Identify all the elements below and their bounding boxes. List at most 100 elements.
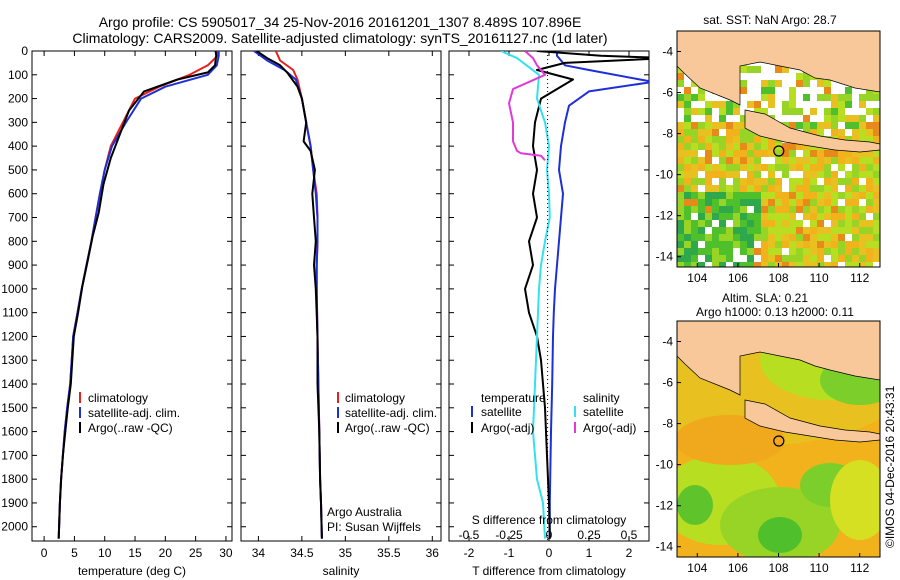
sst-cell [740, 150, 747, 157]
sst-cell [726, 241, 733, 248]
sst-cell [719, 206, 726, 213]
sst-cell [754, 164, 761, 171]
map-y-tick-label: -4 [662, 45, 673, 59]
sst-cell [740, 66, 747, 73]
sst-cell [747, 178, 754, 185]
y-tick-label: 1400 [1, 377, 28, 391]
sst-cell [691, 143, 698, 150]
salinity-legend: climatology satellite-adj. clim. Argo(..… [337, 391, 437, 435]
sst-cell [789, 206, 796, 213]
sst-cell [712, 136, 719, 143]
sst-cell [824, 213, 831, 220]
sst-cell [838, 115, 845, 122]
sst-cell [824, 171, 831, 178]
series-line-argo_adj_salinity [508, 51, 546, 162]
y-tick-label: 1500 [1, 401, 28, 415]
sst-cell [817, 206, 824, 213]
sst-cell [761, 220, 768, 227]
sst-cell [838, 234, 845, 241]
sst-cell [768, 192, 775, 199]
sst-cell [726, 227, 733, 234]
sst-cell [789, 234, 796, 241]
x-tick-label: 0 [41, 546, 48, 560]
sst-cell [691, 150, 698, 157]
sst-cell [789, 122, 796, 129]
sst-cell [831, 206, 838, 213]
map-y-tick-label: -10 [656, 168, 674, 182]
sst-cell [747, 213, 754, 220]
y-tick-label: 1600 [1, 425, 28, 439]
sst-cell [803, 255, 810, 262]
sst-cell [796, 255, 803, 262]
sst-cell [866, 234, 873, 241]
sst-cell [852, 115, 859, 122]
series-line-argo [57, 51, 218, 539]
sst-cell [838, 206, 845, 213]
sst-cell [782, 227, 789, 234]
sst-cell [824, 234, 831, 241]
sst-cell [754, 101, 761, 108]
sst-cell [789, 108, 796, 115]
sst-cell [712, 248, 719, 255]
sst-cell [712, 206, 719, 213]
sst-cell [789, 262, 796, 267]
sst-cell [705, 164, 712, 171]
sst-cell [817, 150, 824, 157]
sst-cell [789, 227, 796, 234]
sst-cell [789, 150, 796, 157]
sst-cell [705, 136, 712, 143]
argo-float-marker [773, 435, 785, 447]
sst-cell [698, 206, 705, 213]
imos-watermark: ©IMOS 04-Dec-2016 20:43:31 [883, 385, 897, 548]
salinity-series [253, 51, 323, 539]
sst-cell [852, 157, 859, 164]
sst-cell [691, 108, 698, 115]
sst-cell [852, 213, 859, 220]
sst-cell [733, 206, 740, 213]
y-tick-label: 100 [8, 68, 28, 82]
sst-cell [789, 157, 796, 164]
sst-cell [705, 150, 712, 157]
sst-cell [677, 248, 684, 255]
sst-cell [824, 241, 831, 248]
sst-cell [817, 192, 824, 199]
sst-cell [803, 206, 810, 213]
sst-cell [719, 220, 726, 227]
sst-cell [698, 164, 705, 171]
sst-cell [754, 206, 761, 213]
sst-cell [754, 178, 761, 185]
sst-cell [796, 234, 803, 241]
sst-cell [803, 150, 810, 157]
sst-cell [768, 136, 775, 143]
sst-cell [677, 73, 684, 80]
sst-cell [824, 94, 831, 101]
sst-cell [747, 164, 754, 171]
sst-cell [698, 122, 705, 129]
sst-cell [684, 171, 691, 178]
sst-cell [684, 227, 691, 234]
sst-cell [831, 262, 838, 267]
sst-cell [796, 178, 803, 185]
x-tick-label: 25 [189, 546, 203, 560]
sst-cell [761, 199, 768, 206]
sst-cell [866, 206, 873, 213]
sst-cell [859, 101, 866, 108]
sst-cell [831, 227, 838, 234]
sst-cell [691, 136, 698, 143]
sst-cell [684, 220, 691, 227]
sst-cell [747, 199, 754, 206]
sst-cell [873, 213, 880, 220]
map-x-tick-label: 106 [728, 271, 748, 285]
legend-label-climatology: climatology [88, 391, 148, 405]
sst-cell [740, 220, 747, 227]
sst-cell [817, 227, 824, 234]
sst-cell [810, 241, 817, 248]
sst-cell [705, 178, 712, 185]
sst-cell [740, 241, 747, 248]
y-tick-label: 900 [8, 258, 28, 272]
sst-cell [740, 234, 747, 241]
sst-cell [754, 248, 761, 255]
sst-cell [747, 129, 754, 136]
legend-label-satellite: satellite-adj. clim. [88, 406, 180, 420]
sst-cell [740, 192, 747, 199]
